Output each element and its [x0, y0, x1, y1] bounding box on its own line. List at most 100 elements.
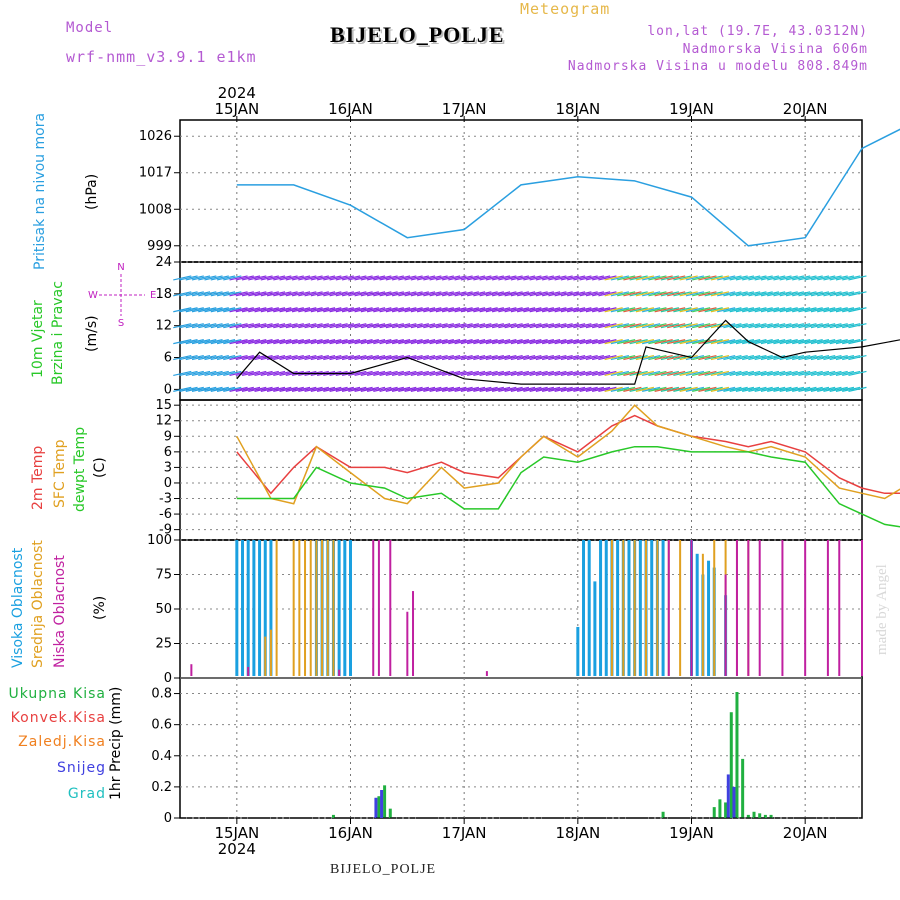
wind-barb: [491, 291, 511, 297]
wind-barb: [510, 307, 529, 313]
wind-label-2: Brzina i Pravac: [50, 281, 66, 385]
wind-barb: [779, 307, 798, 313]
wind-barb: [673, 386, 692, 392]
wind-barb: [241, 386, 261, 392]
cloud-bar: [604, 540, 608, 676]
wind-barb: [435, 323, 454, 329]
wind-barb: [692, 386, 711, 392]
cloud-bar: [599, 540, 603, 676]
wind-barb: [698, 323, 717, 329]
wind-barb: [466, 354, 486, 361]
y-tick-label: 15: [155, 398, 172, 413]
wind-barb: [229, 307, 248, 313]
wind-barb: [248, 275, 267, 281]
wind-barb: [541, 307, 561, 313]
y-tick-label: 1017: [139, 166, 172, 181]
wind-barb: [554, 339, 573, 345]
wind-barb: [410, 386, 429, 392]
wind-barb: [491, 323, 511, 329]
wind-barb: [235, 307, 254, 313]
wind-barb: [285, 291, 304, 297]
precip-bar: [712, 807, 716, 818]
wind-barb: [254, 339, 273, 345]
wind-barb: [654, 370, 673, 377]
wind-barb: [692, 307, 711, 313]
wind-barb: [360, 307, 379, 313]
top-year-label: 2024: [218, 84, 256, 102]
wind-barb: [266, 323, 286, 329]
wind-barb: [604, 275, 623, 281]
wind-barb: [510, 370, 529, 377]
wind-barb: [642, 307, 661, 313]
wind-barb: [235, 386, 254, 392]
wind-barb: [441, 275, 461, 281]
wind-barb: [448, 307, 467, 313]
cloud-bar: [275, 540, 278, 676]
wind-barb: [598, 307, 617, 313]
wind-barb: [398, 307, 417, 313]
wind-barb: [510, 323, 529, 329]
wind-barb: [441, 354, 461, 361]
wind-barb: [779, 291, 798, 297]
wind-barb: [717, 291, 736, 297]
wind-barb: [198, 307, 217, 313]
y-tick-label: -3: [159, 492, 172, 507]
wind-barb: [348, 291, 367, 297]
wind-barb: [485, 307, 504, 313]
wind-barb: [617, 291, 636, 297]
wind-barb: [254, 354, 273, 361]
panel-frame: [179, 261, 863, 401]
wind-barb: [842, 275, 861, 281]
wind-barb: [629, 354, 648, 361]
cloud-bar: [343, 540, 347, 676]
wind-barb: [560, 275, 580, 281]
wind-barb: [273, 307, 292, 313]
wind-barb: [529, 323, 548, 329]
wind-barb: [316, 291, 336, 297]
wind-barb: [191, 386, 211, 392]
wind-barb: [804, 307, 823, 313]
wind-barb: [254, 291, 273, 297]
precip-bar: [741, 758, 745, 818]
wind-barb: [516, 323, 536, 329]
wind-barb: [685, 339, 705, 345]
wind-barb: [304, 354, 323, 361]
wind-barb: [373, 307, 392, 313]
wind-barb: [285, 386, 304, 392]
top-day-label: 18JAN: [555, 100, 600, 118]
wind-barb: [279, 307, 298, 313]
wind-barb: [348, 323, 367, 329]
wind-barb: [817, 323, 836, 329]
wind-barb: [848, 275, 867, 281]
wind-barb: [698, 386, 717, 392]
wind-barb: [323, 386, 342, 392]
wind-barb: [710, 354, 730, 361]
wind-barb: [698, 307, 717, 313]
wind-barb: [329, 386, 348, 392]
wind-barb: [779, 370, 798, 377]
wind-barb: [566, 291, 586, 297]
wind-barb: [835, 307, 855, 313]
wind-barb: [541, 323, 561, 329]
wind-barb: [654, 307, 673, 313]
wind-barb: [366, 339, 386, 345]
wind-barb: [510, 291, 529, 297]
wind-barb: [592, 275, 611, 281]
wind-barb: [173, 354, 192, 361]
precip-bar: [724, 802, 728, 818]
wind-barb: [798, 339, 817, 345]
wind-barb: [473, 339, 492, 345]
wind-barb: [742, 370, 761, 377]
wind-barb: [435, 291, 454, 297]
wind-barb: [835, 339, 855, 345]
wind-barb: [404, 354, 423, 361]
wind-barb: [810, 354, 830, 361]
wind-barb: [473, 323, 492, 329]
wind-barb: [648, 339, 667, 345]
bottom-year-label: 2024: [218, 840, 256, 858]
wind-barb: [466, 307, 486, 313]
wind-barb: [391, 275, 411, 281]
wind-barb: [504, 370, 523, 377]
wind-barb: [798, 291, 817, 297]
wind-barb: [785, 354, 805, 361]
